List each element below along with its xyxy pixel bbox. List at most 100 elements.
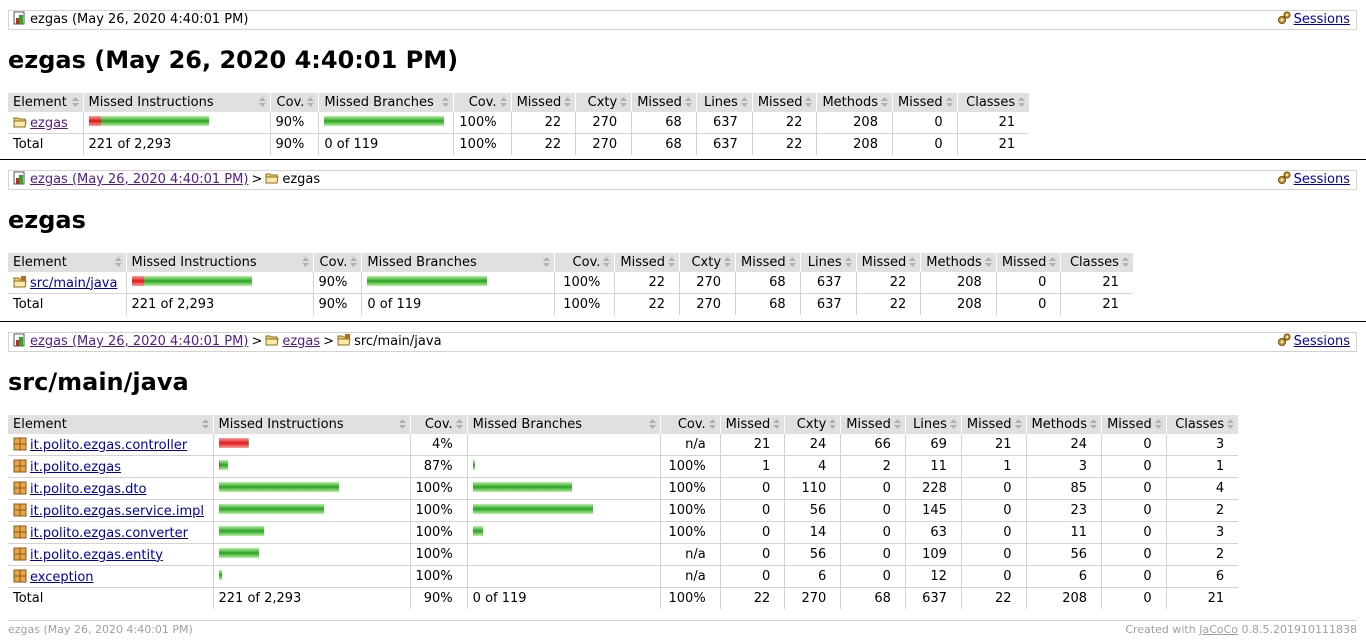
sort-icon[interactable] (71, 97, 79, 107)
column-header[interactable]: Lines (799, 253, 857, 272)
column-header[interactable]: Missed Instructions (212, 415, 410, 434)
column-header[interactable]: Element (8, 93, 83, 112)
element-link[interactable]: it.polito.ezgas.service.impl (30, 503, 205, 519)
sort-icon[interactable] (350, 257, 358, 267)
column-header[interactable]: Methods (1025, 415, 1102, 434)
column-header[interactable]: Missed (960, 415, 1027, 434)
breadcrumb-item[interactable]: ezgas (May 26, 2020 4:40:01 PM) (30, 172, 249, 187)
sort-icon[interactable] (1227, 419, 1235, 429)
sort-icon[interactable] (648, 419, 656, 429)
sort-icon[interactable] (258, 97, 266, 107)
sort-icon[interactable] (1121, 257, 1129, 267)
column-header[interactable]: Classes (956, 93, 1030, 112)
sort-icon[interactable] (201, 419, 209, 429)
element-link[interactable]: it.polito.ezgas.converter (30, 525, 188, 541)
column-header[interactable]: Cxty (575, 93, 632, 112)
column-header[interactable]: Missed (510, 93, 576, 112)
element-link[interactable]: it.polito.ezgas.entity (30, 547, 163, 563)
sort-icon[interactable] (893, 419, 901, 429)
column-header[interactable]: Missed (891, 93, 958, 112)
sort-icon[interactable] (1018, 97, 1026, 107)
sort-icon[interactable] (499, 97, 507, 107)
column-header[interactable]: Missed (614, 253, 680, 272)
jacoco-link[interactable]: JaCoCo (1199, 623, 1239, 636)
column-header[interactable]: Methods (816, 93, 893, 112)
column-header[interactable]: Lines (904, 415, 962, 434)
sort-icon[interactable] (909, 257, 917, 267)
column-header[interactable]: Missed Branches (466, 415, 661, 434)
sort-icon[interactable] (620, 97, 628, 107)
sort-icon[interactable] (805, 97, 813, 107)
sessions-link[interactable]: Sessions (1293, 172, 1350, 187)
sort-icon[interactable] (442, 97, 450, 107)
sort-icon[interactable] (1014, 419, 1022, 429)
column-header[interactable]: Element (8, 253, 126, 272)
lines: 12 (904, 565, 962, 588)
column-header[interactable]: Classes (1165, 415, 1239, 434)
column-header[interactable]: Cov. (554, 253, 615, 272)
column-header[interactable]: Missed (719, 415, 785, 434)
sort-icon[interactable] (307, 97, 315, 107)
sort-icon[interactable] (844, 257, 852, 267)
sort-icon[interactable] (668, 257, 676, 267)
sort-icon[interactable] (398, 419, 406, 429)
sessions-link[interactable]: Sessions (1293, 334, 1350, 349)
column-header[interactable]: Cov. (659, 415, 721, 434)
lines: 69 (904, 434, 962, 456)
sort-icon[interactable] (740, 97, 748, 107)
column-header[interactable]: Lines (695, 93, 753, 112)
element-link[interactable]: it.polito.ezgas.controller (30, 437, 188, 453)
footer-created-prefix: Created with (1125, 623, 1196, 636)
sort-icon[interactable] (1049, 257, 1057, 267)
column-header[interactable]: Cxty (679, 253, 736, 272)
column-header[interactable]: Missed (995, 253, 1061, 272)
sort-icon[interactable] (1090, 419, 1098, 429)
sort-icon[interactable] (880, 97, 888, 107)
column-header[interactable]: Missed (1101, 415, 1167, 434)
sort-icon[interactable] (603, 257, 611, 267)
sort-icon[interactable] (708, 419, 716, 429)
column-header[interactable]: Cov. (312, 253, 362, 272)
element-link[interactable]: it.polito.ezgas.dto (30, 481, 147, 497)
sort-icon[interactable] (773, 419, 781, 429)
methods: 3 (1025, 455, 1102, 478)
column-header[interactable]: Missed Instructions (125, 253, 313, 272)
column-header[interactable]: Missed (735, 253, 801, 272)
sessions-link[interactable]: Sessions (1293, 12, 1350, 27)
column-header[interactable]: Cxty (784, 415, 841, 434)
total-lines-missed: 68 (735, 293, 801, 315)
sort-icon[interactable] (301, 257, 309, 267)
column-header[interactable]: Methods (920, 253, 997, 272)
column-header[interactable]: Missed (631, 93, 697, 112)
sort-icon[interactable] (543, 257, 551, 267)
column-header[interactable]: Missed Branches (318, 93, 454, 112)
sort-icon[interactable] (788, 257, 796, 267)
lines: 637 (799, 272, 857, 294)
sort-icon[interactable] (114, 257, 122, 267)
sort-icon[interactable] (1154, 419, 1162, 429)
sort-icon[interactable] (455, 419, 463, 429)
column-header[interactable]: Missed (751, 93, 817, 112)
sort-icon[interactable] (945, 97, 953, 107)
element-link[interactable]: ezgas (30, 115, 68, 131)
column-header[interactable]: Missed Instructions (82, 93, 270, 112)
breadcrumb-item[interactable]: ezgas (May 26, 2020 4:40:01 PM) (30, 334, 249, 349)
column-header[interactable]: Cov. (453, 93, 512, 112)
column-header[interactable]: Cov. (269, 93, 319, 112)
breadcrumb-item[interactable]: ezgas (282, 334, 321, 349)
sort-icon[interactable] (984, 257, 992, 267)
sort-icon[interactable] (724, 257, 732, 267)
sort-icon[interactable] (829, 419, 837, 429)
element-link[interactable]: exception (30, 569, 94, 585)
column-header[interactable]: Missed (855, 253, 921, 272)
column-header[interactable]: Element (8, 415, 213, 434)
column-header[interactable]: Missed (840, 415, 906, 434)
column-header[interactable]: Classes (1060, 253, 1133, 272)
sort-icon[interactable] (949, 419, 957, 429)
element-link[interactable]: src/main/java (30, 275, 118, 291)
sort-icon[interactable] (684, 97, 692, 107)
sort-icon[interactable] (564, 97, 572, 107)
element-link[interactable]: it.polito.ezgas (30, 459, 122, 475)
column-header[interactable]: Missed Branches (361, 253, 555, 272)
column-header[interactable]: Cov. (409, 415, 468, 434)
